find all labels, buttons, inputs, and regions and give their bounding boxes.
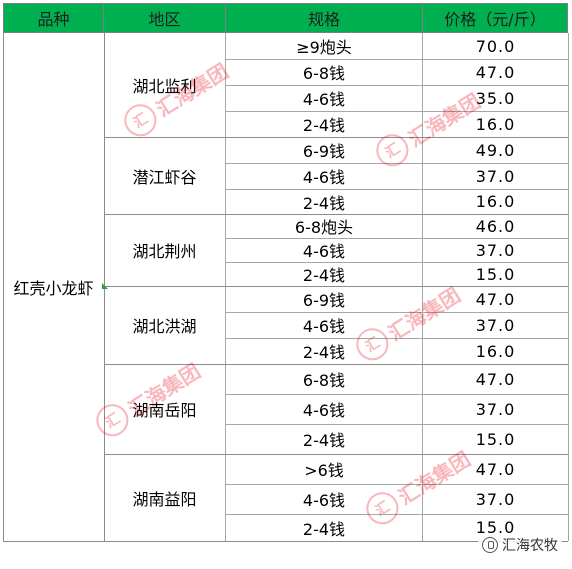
- spec-cell: ≥9炮头: [296, 38, 352, 57]
- region-cell: 湖南岳阳: [132, 401, 197, 420]
- spec-cell: 4-6钱: [302, 401, 346, 420]
- price-cell: 37.0: [475, 399, 516, 419]
- row-divider: [225, 394, 568, 395]
- price-cell: 37.0: [475, 489, 516, 509]
- grid-line-vertical: [225, 33, 226, 541]
- price-cell: 37.0: [475, 240, 516, 260]
- wechat-account-icon: [482, 537, 498, 553]
- header-spec: 规格: [225, 3, 423, 33]
- row-divider: [225, 189, 568, 190]
- spec-cell: 6-8炮头: [294, 218, 354, 237]
- spec-cell: 6-8钱: [302, 371, 346, 390]
- grid-line-vertical: [3, 33, 4, 541]
- region-divider: [104, 137, 568, 138]
- region-divider: [104, 541, 568, 542]
- price-cell: 47.0: [475, 289, 516, 309]
- region-divider: [104, 286, 568, 287]
- spec-cell: 2-4钱: [302, 266, 346, 285]
- spec-cell: 4-6钱: [302, 242, 346, 261]
- brand-signature: 汇海农牧: [478, 533, 562, 557]
- region-divider: [104, 214, 568, 215]
- price-cell: 46.0: [475, 216, 516, 236]
- price-cell: 70.0: [475, 36, 516, 56]
- spec-cell: 2-4钱: [302, 116, 346, 135]
- table-bottom-line: [3, 541, 104, 542]
- price-cell: 16.0: [475, 192, 516, 211]
- row-divider: [225, 238, 568, 239]
- price-cell: 47.0: [475, 459, 516, 479]
- cell-comment-marker: [102, 283, 108, 289]
- grid-line-vertical: [422, 33, 423, 541]
- region-cell: 潜江虾谷: [132, 167, 197, 187]
- row-divider: [225, 163, 568, 164]
- region-cell: 湖北荆州: [132, 242, 197, 261]
- spec-cell: 2-4钱: [302, 519, 346, 539]
- row-divider: [225, 262, 568, 263]
- price-cell: 49.0: [475, 140, 516, 160]
- row-divider: [225, 85, 568, 86]
- region-divider: [104, 454, 568, 455]
- price-cell: 16.0: [475, 114, 516, 134]
- spec-cell: 4-6钱: [302, 491, 346, 510]
- grid-line-vertical: [568, 33, 569, 541]
- row-divider: [225, 424, 568, 425]
- spec-cell: 4-6钱: [302, 90, 346, 109]
- row-divider: [225, 514, 568, 515]
- row-divider: [225, 338, 568, 339]
- spec-cell: 2-4钱: [302, 431, 346, 450]
- price-cell: 15.0: [475, 429, 516, 449]
- region-cell: 湖北洪湖: [132, 317, 197, 336]
- header-variety: 品种: [3, 3, 104, 33]
- spec-cell: 2-4钱: [302, 193, 346, 213]
- brand-label: 汇海农牧: [502, 538, 558, 554]
- price-cell: 47.0: [475, 369, 516, 389]
- spec-cell: 6-9钱: [302, 142, 346, 161]
- header-price: 价格（元/斤）: [422, 3, 568, 33]
- price-cell: 47.0: [475, 62, 516, 82]
- row-divider: [225, 312, 568, 313]
- spec-cell: 6-9钱: [302, 291, 346, 310]
- spec-cell: 6-8钱: [302, 64, 346, 83]
- spec-cell: 4-6钱: [302, 317, 346, 336]
- row-divider: [225, 111, 568, 112]
- region-divider: [104, 364, 568, 365]
- spec-cell: >6钱: [304, 461, 344, 480]
- price-cell: 37.0: [475, 315, 516, 335]
- spec-cell: 2-4钱: [302, 343, 346, 362]
- price-cell: 15.0: [475, 518, 516, 537]
- region-cell: 湖南益阳: [132, 489, 197, 509]
- price-cell: 15.0: [475, 264, 516, 284]
- spec-cell: 4-6钱: [302, 168, 346, 187]
- price-cell: 35.0: [475, 88, 516, 108]
- region-cell: 湖北监利: [132, 77, 197, 96]
- row-divider: [225, 484, 568, 485]
- price-cell: 16.0: [475, 341, 516, 361]
- header-region: 地区: [103, 3, 226, 33]
- price-cell: 37.0: [475, 166, 516, 186]
- variety-cell: 红壳小龙虾: [13, 279, 94, 298]
- row-divider: [225, 59, 568, 60]
